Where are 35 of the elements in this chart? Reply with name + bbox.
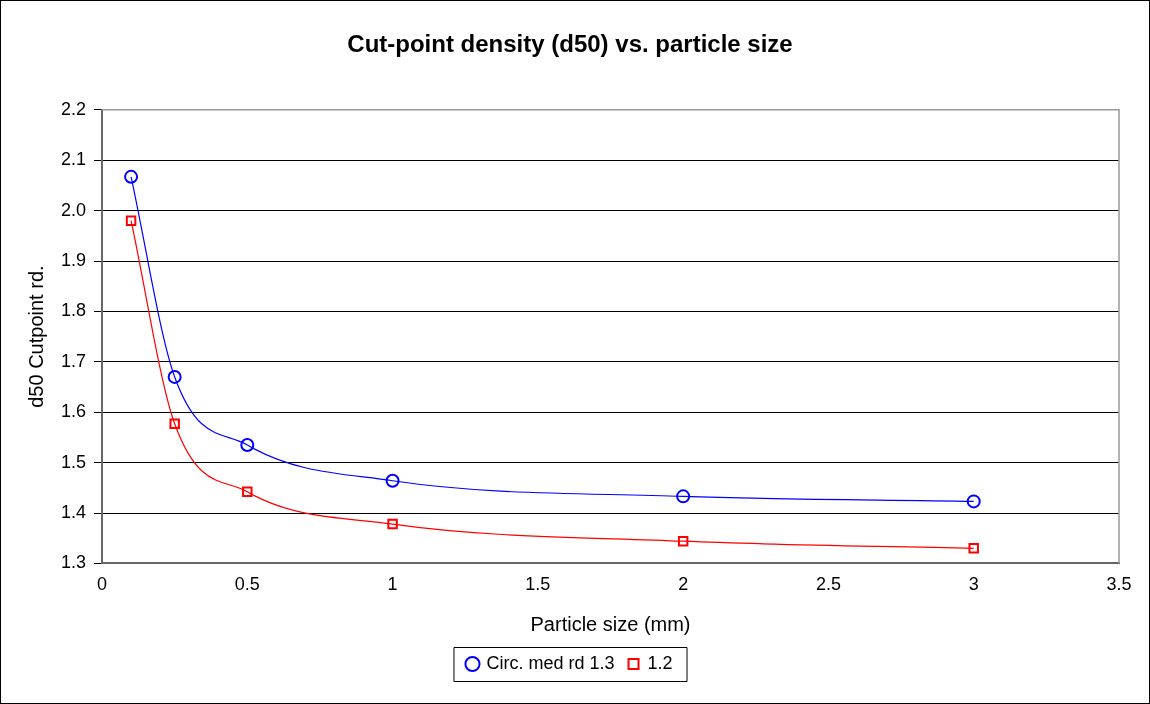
point	[966, 494, 981, 509]
x-tick-label: 2.5	[815, 574, 841, 595]
y-tick-label: 1.6	[60, 401, 87, 422]
x-tick-label: 1.5	[525, 574, 551, 595]
point	[167, 369, 182, 384]
x-tick-label: 3	[968, 574, 979, 595]
y-tick-label: 2.0	[60, 199, 87, 220]
x-tick-label: 0.5	[234, 574, 260, 595]
x-tick-label: 1	[387, 574, 398, 595]
y-tick-label: 1.7	[60, 350, 87, 371]
y-tick-label: 2.1	[60, 149, 87, 170]
chart-title: Cut-point density (d50) vs. particle size	[347, 30, 793, 58]
x-tick-label: 2	[678, 574, 689, 595]
x-tick-label: 3.5	[1106, 574, 1132, 595]
point	[385, 473, 400, 488]
point	[968, 543, 979, 554]
y-tick-label: 1.9	[60, 249, 87, 270]
y-tick-label: 1.8	[60, 300, 87, 321]
point	[125, 215, 137, 226]
point	[169, 418, 180, 430]
legend-label: 1.2	[647, 652, 673, 673]
legend-label: Circ. med rd 1.3	[486, 652, 615, 673]
y-axis-title: d50 Cutpoint rd.	[24, 265, 47, 408]
y-tick-label: 2.2	[60, 98, 87, 119]
point	[677, 535, 689, 547]
y-tick-label: 1.5	[60, 451, 87, 472]
point	[242, 486, 253, 498]
x-axis-title: Particle size (mm)	[530, 612, 691, 635]
point	[387, 518, 398, 530]
y-tick-label: 1.3	[60, 552, 87, 573]
x-tick-label: 0	[97, 574, 108, 595]
y-tick-label: 1.4	[60, 501, 87, 522]
point	[240, 437, 255, 452]
point	[676, 489, 691, 504]
point	[124, 169, 139, 184]
